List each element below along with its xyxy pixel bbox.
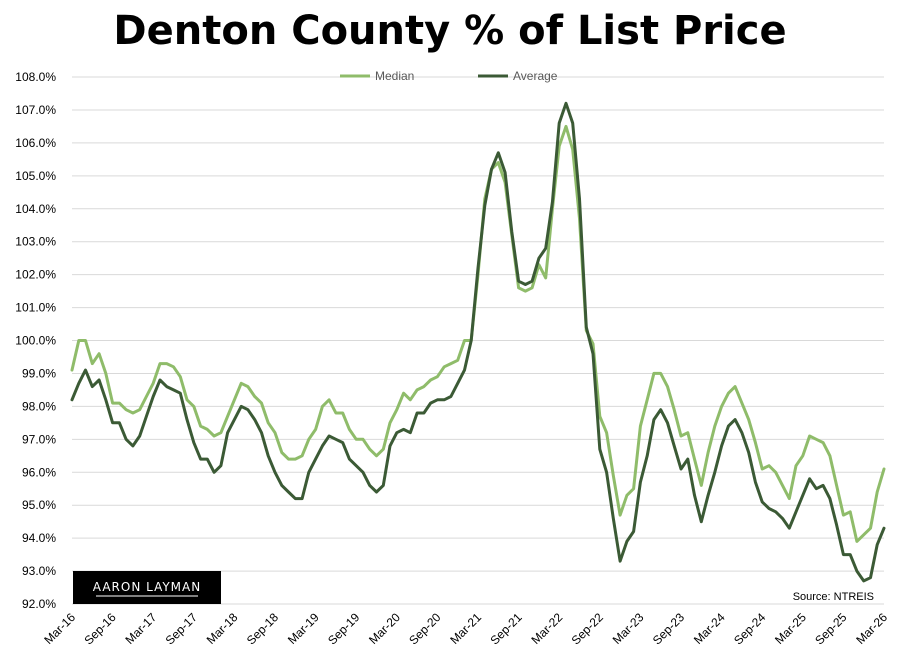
y-tick-label: 94.0% [22, 531, 56, 545]
series-line-median [70, 124, 886, 543]
x-tick-label: Mar-23 [610, 610, 647, 647]
x-tick-label: Mar-18 [204, 610, 241, 647]
y-tick-label: 107.0% [15, 103, 56, 117]
watermark-box [73, 571, 221, 604]
chart-title: Denton County % of List Price [113, 8, 787, 54]
y-tick-label: 108.0% [15, 70, 56, 84]
series-lines [70, 101, 886, 583]
y-tick-label: 95.0% [22, 498, 56, 512]
x-tick-label: Sep-20 [406, 610, 443, 647]
x-tick-label: Mar-24 [691, 610, 728, 647]
y-tick-label: 96.0% [22, 465, 56, 479]
x-tick-label: Sep-19 [325, 610, 362, 647]
x-tick-label: Sep-18 [244, 610, 281, 647]
x-tick-label: Mar-16 [41, 610, 78, 647]
watermark-logo-text: AARON LAYMAN [93, 580, 201, 594]
annotations: Source: NTREIS AARON LAYMAN [73, 571, 874, 604]
x-tick-label: Sep-23 [650, 610, 687, 647]
x-tick-label: Sep-16 [81, 610, 118, 647]
legend: Median Average [340, 69, 558, 83]
y-tick-label: 93.0% [22, 564, 56, 578]
x-tick-label: Mar-17 [123, 610, 160, 647]
x-tick-label: Mar-20 [366, 610, 403, 647]
y-tick-label: 102.0% [15, 268, 56, 282]
y-axis-ticks: 92.0% 93.0% 94.0% 95.0% 96.0% 97.0% 98.0% 99.0%… [15, 70, 56, 611]
y-tick-label: 104.0% [15, 202, 56, 216]
y-tick-label: 97.0% [22, 432, 56, 446]
y-tick-label: 103.0% [15, 235, 56, 249]
x-tick-label: Sep-22 [569, 610, 606, 647]
y-tick-label: 99.0% [22, 366, 56, 380]
y-tick-label: 98.0% [22, 399, 56, 413]
x-tick-label: Mar-25 [772, 610, 809, 647]
y-tick-label: 92.0% [22, 597, 56, 611]
x-axis-ticks: Mar-16 Sep-16 Mar-17 Sep-17 Mar-18 Sep-18 Mar-… [41, 610, 890, 647]
gridlines [72, 76, 884, 605]
x-tick-label: Sep-25 [812, 610, 849, 647]
y-tick-label: 106.0% [15, 136, 56, 150]
x-tick-label: Sep-24 [731, 610, 768, 647]
y-tick-label: 100.0% [15, 334, 56, 348]
x-tick-label: Sep-21 [487, 610, 524, 647]
legend-label-average: Average [513, 69, 558, 83]
series-line-average [70, 101, 886, 583]
x-tick-label: Mar-19 [285, 610, 322, 647]
x-tick-label: Mar-22 [529, 610, 566, 647]
x-tick-label: Mar-21 [447, 610, 484, 647]
legend-label-median: Median [375, 69, 414, 83]
source-label: Source: NTREIS [793, 591, 874, 603]
y-tick-label: 101.0% [15, 301, 56, 315]
x-tick-label: Sep-17 [163, 610, 200, 647]
y-tick-label: 105.0% [15, 169, 56, 183]
x-tick-label: Mar-26 [853, 610, 890, 647]
